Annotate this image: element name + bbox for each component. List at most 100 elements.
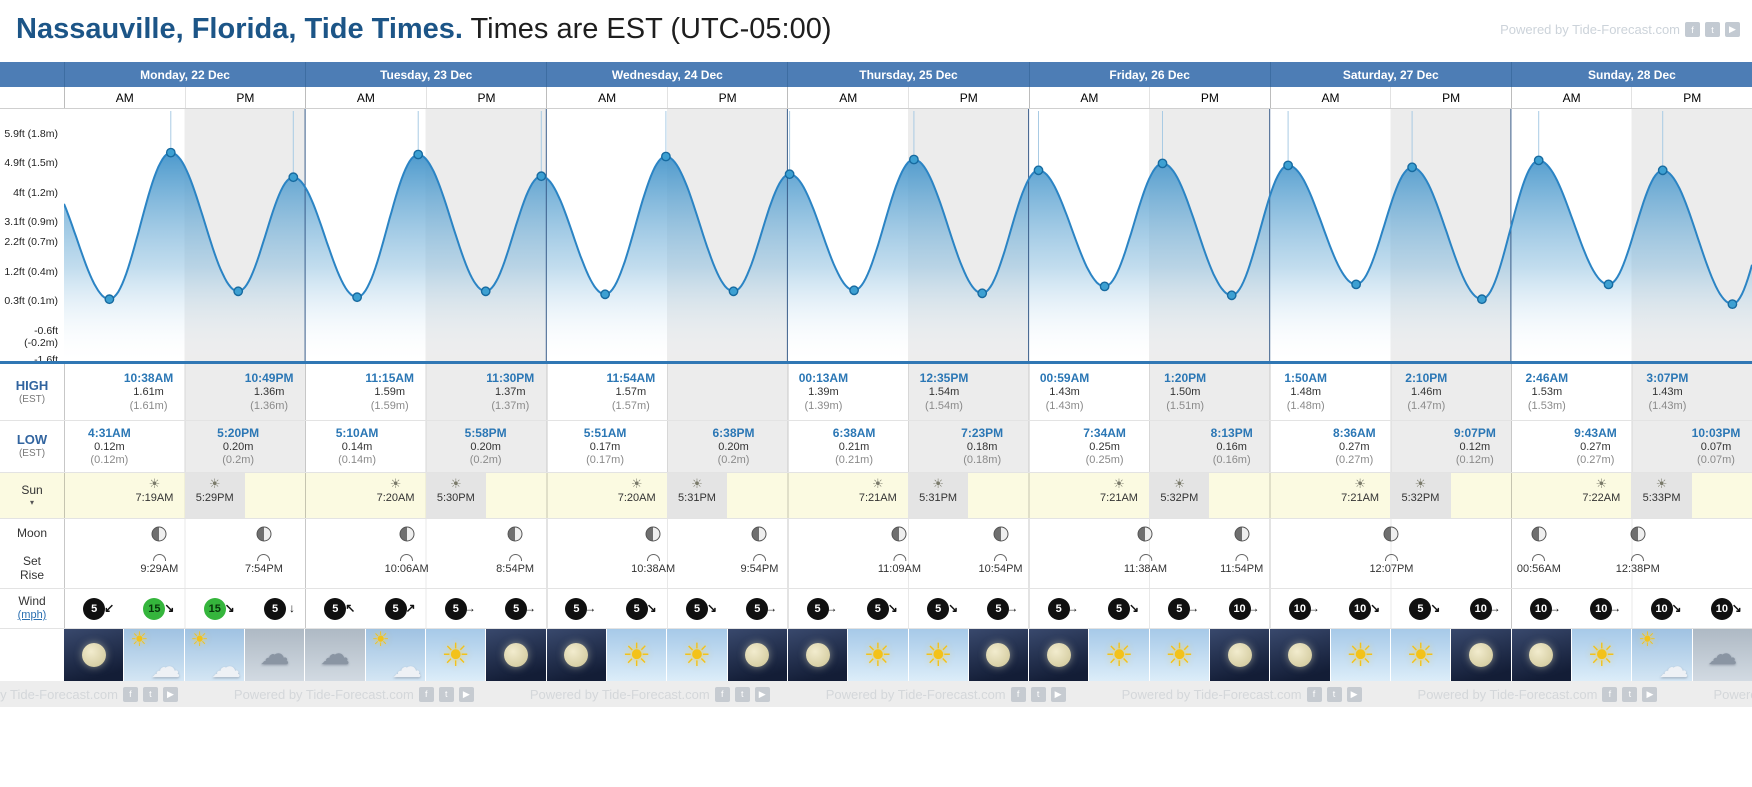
high-tide-row: HIGH (EST) 10:38AM 1.61m (1.61m) 10:49PM 1.3… bbox=[0, 364, 1752, 421]
high-tide-events: 10:38AM 1.61m (1.61m) 10:49PM 1.36m (1.36m) 11… bbox=[64, 364, 1752, 420]
wind-direction-arrow: ↙ bbox=[104, 600, 115, 615]
sunrise-icon: ☀ bbox=[630, 476, 643, 491]
tide-height-alt: (0.12m) bbox=[1455, 454, 1494, 466]
wind-direction-arrow: ↘ bbox=[948, 600, 959, 615]
tide-height: 0.12m bbox=[94, 440, 125, 453]
moon-phase-icon bbox=[399, 526, 415, 542]
footer-facebook-icon[interactable]: f bbox=[1010, 686, 1026, 702]
footer-facebook-icon[interactable]: f bbox=[714, 686, 730, 702]
tide-time: 5:58PM bbox=[464, 425, 507, 440]
sunrise-icon: ☀ bbox=[389, 476, 402, 491]
footer-facebook-icon[interactable]: f bbox=[122, 686, 138, 702]
day-header-spacer bbox=[0, 62, 64, 87]
wind-direction-arrow: → bbox=[1247, 600, 1260, 615]
moon-setrise-entry: 9:29AM bbox=[140, 551, 178, 575]
sun-icon: ☀ bbox=[923, 637, 953, 673]
powered-by-text[interactable]: Powered by Tide-Forecast.com bbox=[1500, 22, 1680, 37]
wind-direction-arrow: → bbox=[524, 600, 537, 615]
wind-direction-arrow: → bbox=[765, 600, 778, 615]
high-tide-event: 3:07PM 1.43m (1.43m) bbox=[1646, 371, 1688, 414]
tide-extreme-marker bbox=[413, 149, 424, 160]
video-icon[interactable]: ▶ bbox=[1725, 22, 1740, 37]
weather-tile-sun-cloud: ☀ ☁ bbox=[124, 629, 184, 682]
sunset-icon: ☀ bbox=[208, 476, 221, 491]
wind-speed-badge: 10 ↘ bbox=[1349, 597, 1380, 620]
powered-by-text[interactable]: Powered by Tide-Forecast.com bbox=[825, 686, 1006, 702]
ampm-cell: PM bbox=[1631, 87, 1752, 108]
powered-by-text[interactable]: Powered by Tide-Forecast.com bbox=[1417, 686, 1598, 702]
wind-direction-arrow: → bbox=[1307, 600, 1320, 615]
moon-time: 12:07PM bbox=[1369, 563, 1414, 575]
footer-twitter-icon[interactable]: t bbox=[438, 686, 454, 702]
sunset-icon: ☀ bbox=[932, 476, 944, 491]
footer-twitter-icon[interactable]: t bbox=[142, 686, 158, 702]
moonrise-arc-icon bbox=[994, 554, 1008, 561]
low-label: LOW bbox=[16, 432, 48, 448]
tide-extreme-marker bbox=[728, 286, 739, 297]
footer-video-icon[interactable]: ▶ bbox=[1346, 686, 1362, 702]
weather-tile-sun-cloud: ☀ ☁ bbox=[1632, 629, 1692, 681]
powered-by-text[interactable]: Powered by Tide-Forecast.com bbox=[0, 686, 118, 702]
sunset-cell-bg bbox=[425, 473, 486, 518]
wind-direction-arrow: ↘ bbox=[1128, 600, 1139, 615]
ampm-cell: PM bbox=[184, 87, 306, 108]
tide-extreme-marker bbox=[1533, 155, 1544, 166]
weather-tile-sun-cloud: ☀ ☁ bbox=[184, 629, 244, 681]
footer-facebook-icon[interactable]: f bbox=[418, 686, 434, 702]
tide-height-alt: (0.27m) bbox=[1576, 454, 1615, 466]
sunrise: ☀ 7:19AM bbox=[135, 477, 173, 506]
ampm-cell: AM bbox=[546, 87, 667, 108]
wind-direction-arrow: ↗ bbox=[405, 600, 416, 615]
moon-setrise-entry: 8:54PM bbox=[496, 551, 534, 575]
moon-time: 9:54PM bbox=[740, 563, 779, 575]
wind-speed: 5 bbox=[332, 602, 339, 615]
high-row-label: HIGH (EST) bbox=[0, 364, 64, 420]
tide-curve-svg bbox=[64, 109, 1752, 361]
facebook-icon[interactable]: f bbox=[1685, 22, 1700, 37]
sun-time: 7:20AM bbox=[617, 492, 656, 504]
twitter-icon[interactable]: t bbox=[1705, 22, 1720, 37]
wind-speed: 5 bbox=[874, 602, 881, 615]
powered-by-header[interactable]: Powered by Tide-Forecast.com f t ▶ bbox=[1500, 22, 1740, 37]
day-header-cell: Monday, 22 Dec bbox=[64, 62, 305, 87]
powered-by-text[interactable]: Powered by Tide-Forecast.com bbox=[529, 686, 710, 702]
powered-by-text[interactable]: Powered by Tide-Forecast.com bbox=[1121, 686, 1302, 702]
tide-height-alt: (1.61m) bbox=[129, 399, 168, 412]
wind-speed: 5 bbox=[754, 602, 761, 615]
sun-time: 7:21AM bbox=[858, 492, 897, 504]
cloud-icon: ☁ bbox=[150, 651, 181, 682]
footer-twitter-icon[interactable]: t bbox=[734, 686, 750, 702]
tide-time: 00:59AM bbox=[1039, 370, 1090, 385]
footer-twitter-icon[interactable]: t bbox=[1326, 686, 1342, 702]
wind-direction-arrow: → bbox=[1609, 600, 1622, 615]
page-header: Nassauville, Florida, Tide Times. Times … bbox=[0, 0, 1752, 62]
wind-unit-link[interactable]: (mph) bbox=[17, 609, 47, 622]
footer-video-icon[interactable]: ▶ bbox=[458, 686, 474, 702]
footer-twitter-icon[interactable]: t bbox=[1030, 686, 1046, 702]
footer-video-icon[interactable]: ▶ bbox=[1642, 686, 1658, 702]
footer-video-icon[interactable]: ▶ bbox=[162, 686, 178, 702]
sunrise-icon: ☀ bbox=[1354, 476, 1366, 491]
footer-facebook-icon[interactable]: f bbox=[1306, 686, 1322, 702]
sunset-icon: ☀ bbox=[1655, 476, 1668, 491]
sun-row: Sun ▾ ☀ 7:19AM ☀ 5:29PM ☀ 7:20AM ☀ 5:30PM ☀ 7:20A… bbox=[0, 473, 1752, 519]
wind-speed: 10 bbox=[1293, 602, 1306, 615]
footer-facebook-icon[interactable]: f bbox=[1602, 686, 1618, 702]
powered-by-text[interactable]: Powered by Tide-Forecast.com bbox=[233, 686, 414, 702]
footer-twitter-icon[interactable]: t bbox=[1622, 686, 1638, 702]
sun-caret-icon[interactable]: ▾ bbox=[29, 497, 34, 507]
high-label: HIGH bbox=[15, 377, 49, 393]
tide-extreme-marker bbox=[536, 171, 547, 182]
tide-height: 1.53m bbox=[1531, 385, 1563, 398]
footer-video-icon[interactable]: ▶ bbox=[1050, 686, 1066, 702]
moonrise-arc-icon bbox=[1235, 554, 1249, 561]
footer-video-icon[interactable]: ▶ bbox=[754, 686, 770, 702]
powered-by-text[interactable]: Powered by Tide-Forecast.com bbox=[1713, 686, 1752, 702]
